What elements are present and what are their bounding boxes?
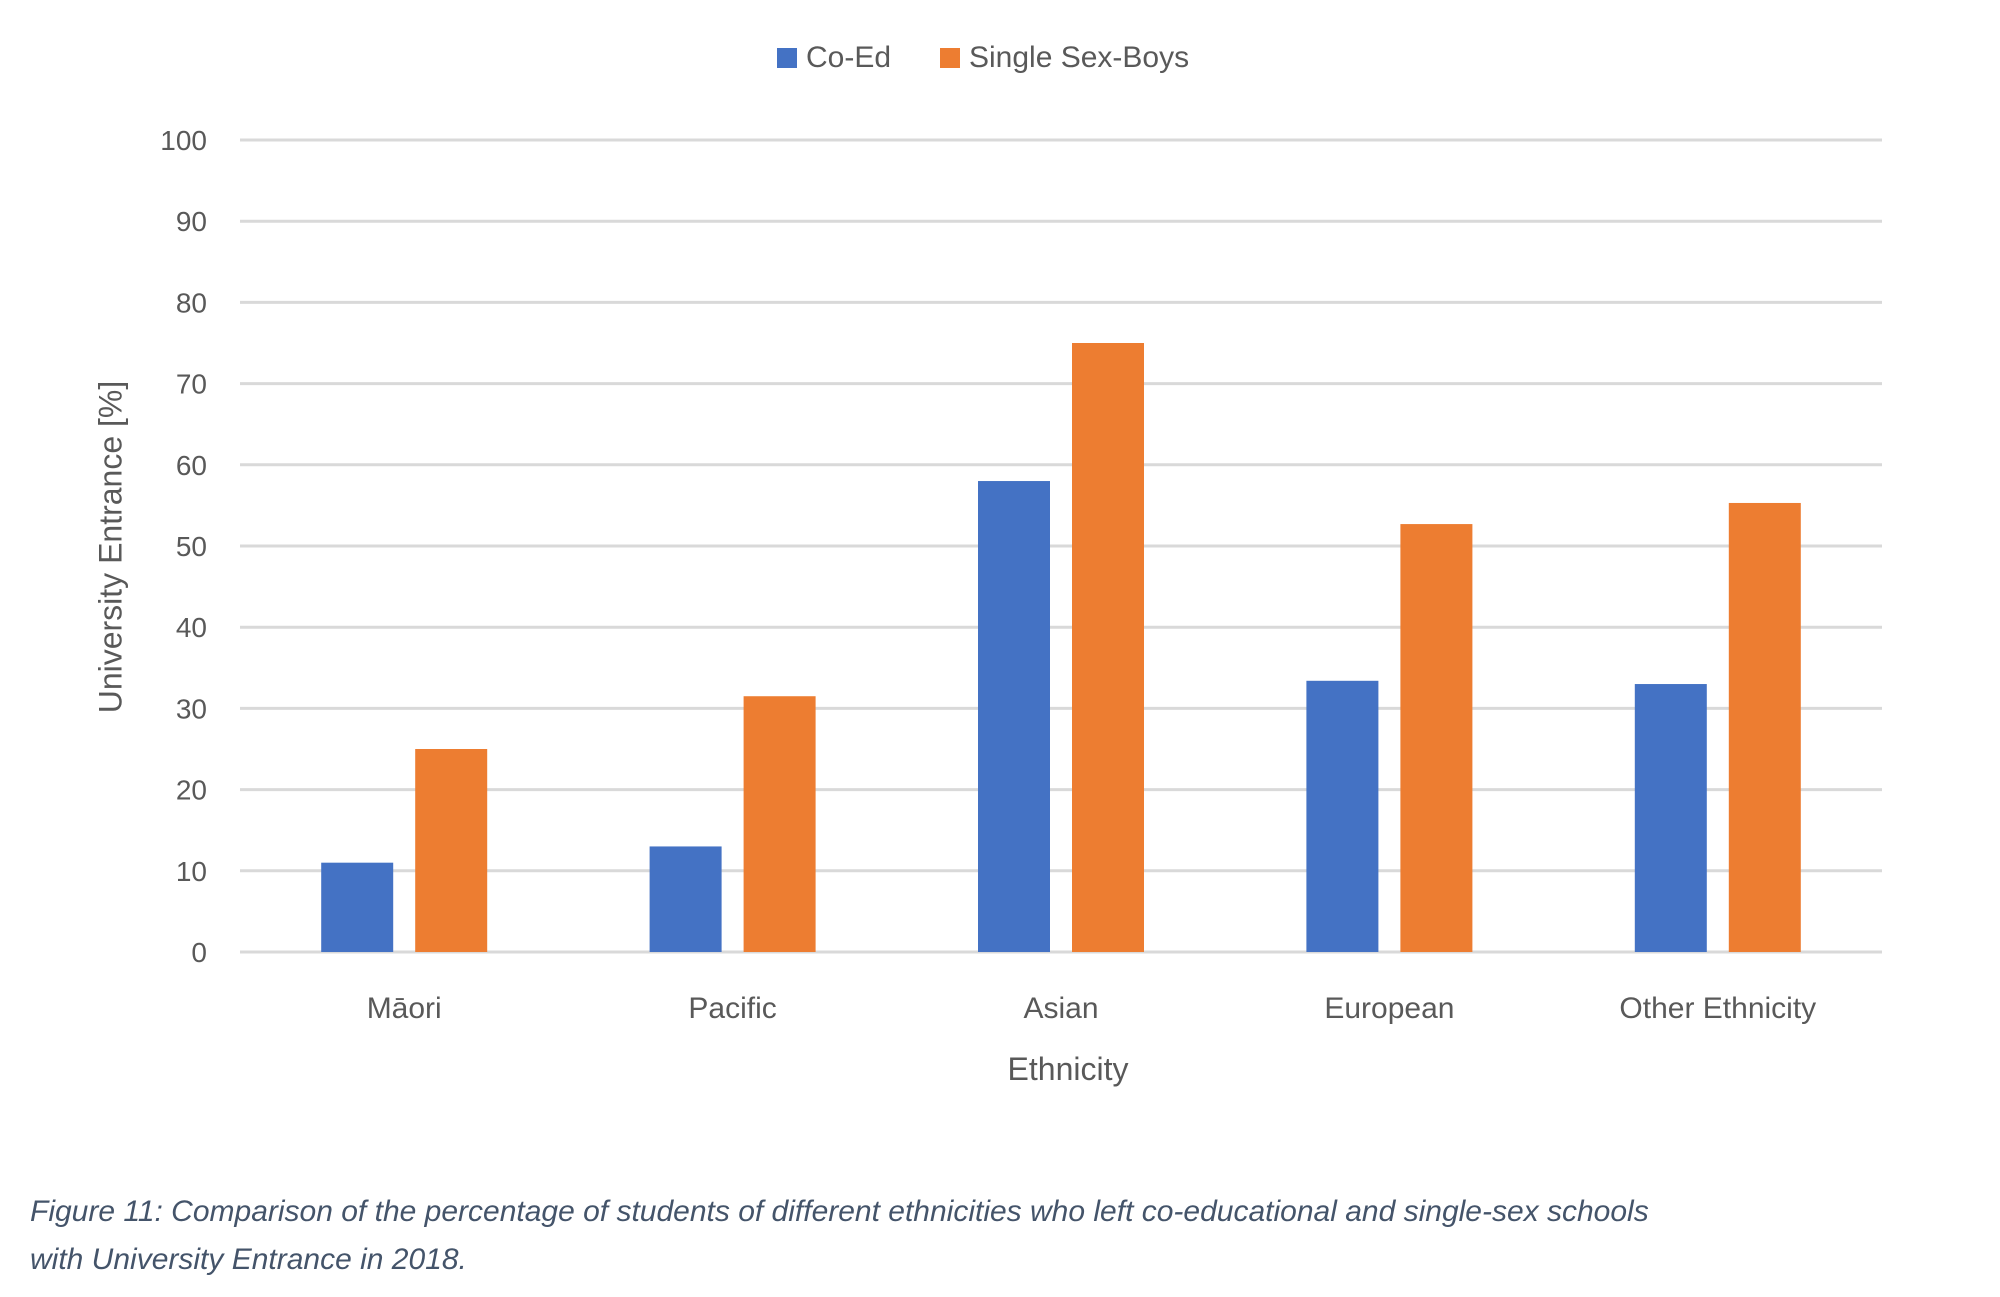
y-axis-title: University Entrance [%] [92, 381, 128, 714]
bar-single-sex-boys-pacific [743, 696, 816, 952]
gridlines [240, 138, 1882, 954]
x-axis-title: Ethnicity [1008, 1051, 1129, 1087]
legend-label-single-sex-boys: Single Sex-Boys [969, 41, 1189, 74]
y-tick-label-90: 90 [176, 206, 207, 237]
bar-co-ed-other-ethnicity [1634, 684, 1707, 952]
x-tick-label-asian: Asian [1023, 992, 1098, 1025]
y-tick-label-20: 20 [176, 775, 207, 806]
bar-single-sex-boys-asian [1072, 343, 1144, 952]
x-tick-labels: Māori Pacific Asian European Other Ethnicity [367, 992, 1816, 1025]
y-tick-label-40: 40 [176, 612, 207, 643]
bar-co-ed-european [1306, 680, 1379, 952]
figure-caption: Figure 11: Comparison of the percentage … [30, 1188, 1990, 1284]
bar-co-ed-maori [321, 862, 394, 952]
x-tick-label-pacific: Pacific [688, 992, 776, 1025]
y-tick-label-10: 10 [176, 856, 207, 887]
bar-single-sex-boys-other-ethnicity [1728, 502, 1801, 952]
x-tick-label-other-ethnicity: Other Ethnicity [1619, 992, 1816, 1025]
bar-single-sex-boys-maori [415, 749, 488, 952]
y-tick-label-70: 70 [176, 369, 207, 400]
bar-chart: 0 10 20 30 40 50 60 70 80 90 100 Māori Pacific Asian… [92, 41, 1882, 1087]
x-tick-label-european: European [1324, 992, 1454, 1025]
y-tick-label-80: 80 [176, 287, 207, 318]
bar-co-ed-asian [978, 481, 1050, 952]
y-tick-label-60: 60 [176, 450, 207, 481]
bar-co-ed-pacific [649, 846, 722, 952]
y-tick-label-0: 0 [191, 937, 207, 968]
bars [321, 343, 1801, 952]
legend-swatch-single-sex-boys [940, 48, 960, 68]
legend-label-co-ed: Co-Ed [806, 41, 891, 74]
y-tick-label-30: 30 [176, 693, 207, 724]
bar-single-sex-boys-european [1400, 524, 1473, 952]
legend-swatch-co-ed [777, 48, 797, 68]
caption-line-2: with University Entrance in 2018. [30, 1243, 467, 1276]
x-tick-label-maori: Māori [367, 992, 442, 1025]
y-tick-label-50: 50 [176, 531, 207, 562]
legend: Co-Ed Single Sex-Boys [777, 41, 1189, 74]
y-tick-label-100: 100 [160, 125, 207, 156]
caption-line-1: Figure 11: Comparison of the percentage … [30, 1195, 1649, 1228]
y-tick-labels: 0 10 20 30 40 50 60 70 80 90 100 [160, 125, 207, 968]
